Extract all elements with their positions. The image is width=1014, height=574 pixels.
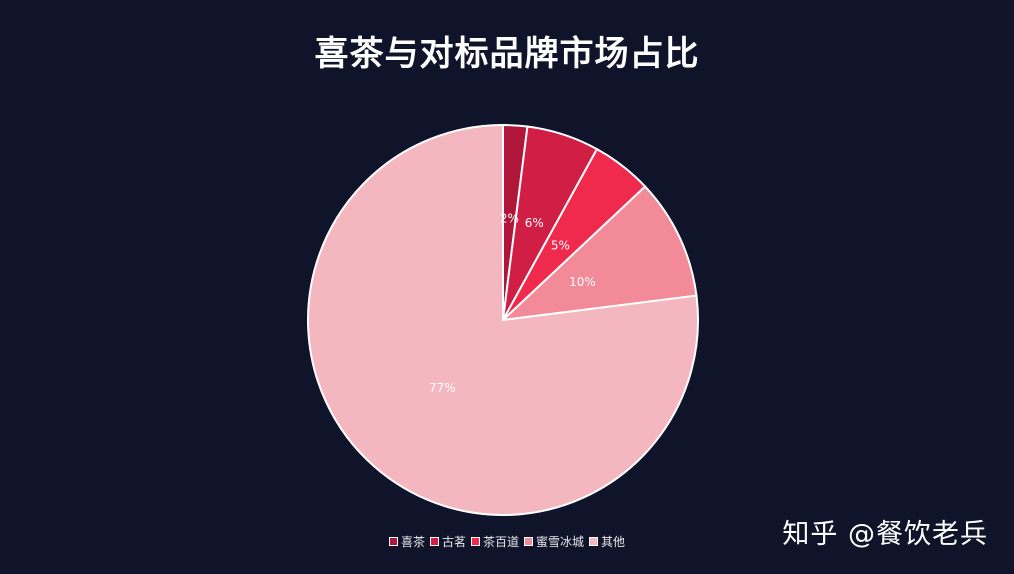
- pie-slices: [307, 123, 699, 516]
- chart-title: 喜茶与对标品牌市场占比: [314, 34, 700, 74]
- legend-item: 古茗: [429, 533, 466, 550]
- legend-item: 喜茶: [388, 533, 425, 550]
- legend-swatch: [470, 537, 480, 546]
- legend-swatch: [524, 537, 533, 546]
- slice-label-1: 2%: [500, 211, 519, 225]
- legend-label: 茶百道: [482, 535, 519, 549]
- legend-swatch: [589, 537, 599, 546]
- legend-item: 茶百道: [470, 533, 519, 550]
- pie-slice-4: [500, 185, 698, 322]
- legend-item: 蜜雪冰城: [524, 533, 584, 550]
- legend-label: 蜜雪冰城: [536, 535, 585, 549]
- pie-slice-labels: 2% 6% 5% 10% 77%: [429, 211, 596, 395]
- slice-label-5: 77%: [429, 381, 456, 395]
- legend-swatch: [388, 537, 398, 546]
- legend-label: 古茗: [441, 535, 466, 549]
- pie-slice-5: [307, 123, 699, 516]
- legend-item: 其他: [589, 533, 625, 550]
- slice-label-4: 10%: [569, 275, 596, 289]
- legend-label: 喜茶: [400, 535, 425, 549]
- slice-label-3: 5%: [551, 239, 570, 253]
- chart-legend: 喜茶 古茗 茶百道 蜜雪冰城 其他: [0, 533, 1014, 550]
- legend-label: 其他: [601, 535, 626, 549]
- slice-label-2: 6%: [525, 216, 544, 230]
- legend-swatch: [429, 537, 439, 546]
- watermark: 知乎 @餐饮老兵: [782, 519, 988, 550]
